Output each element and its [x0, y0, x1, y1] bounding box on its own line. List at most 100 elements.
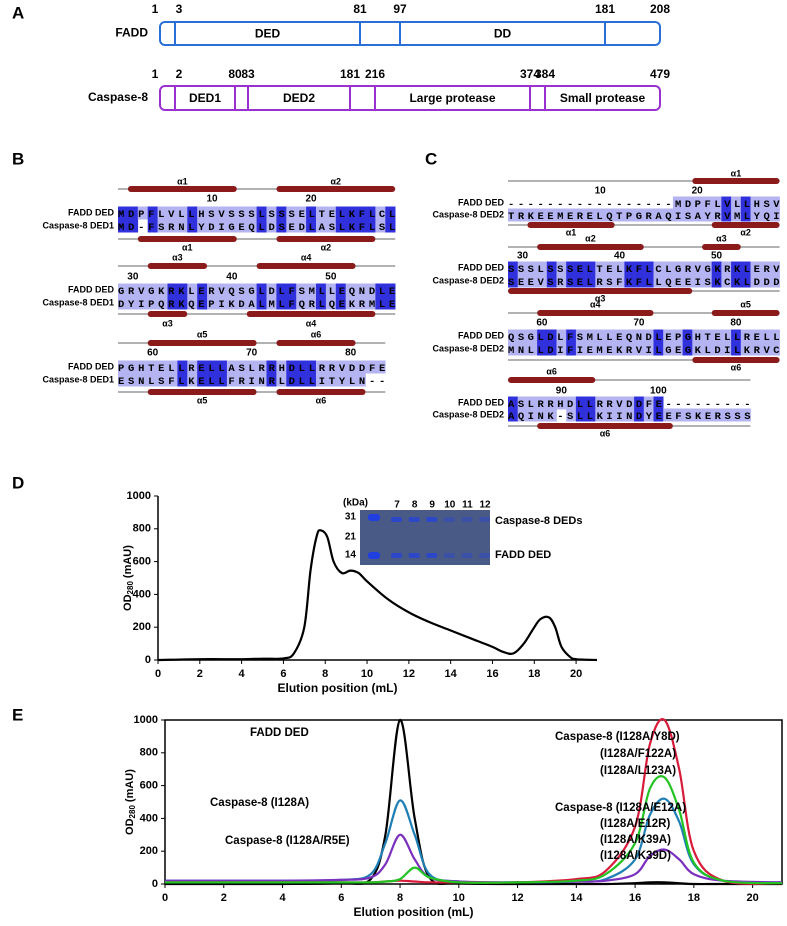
gel-band: [426, 553, 438, 558]
residue-cell: [276, 360, 287, 374]
residue-cell: [217, 206, 228, 220]
x-tick-label: 2: [197, 668, 203, 680]
residue-cell: [663, 329, 674, 343]
residue-cell: [187, 296, 198, 310]
residue-cell: [517, 408, 528, 422]
sequence-name: FADD DED: [458, 197, 505, 207]
gel-band: [461, 553, 473, 558]
residue-cell: [306, 373, 317, 387]
residue-cell: [692, 208, 703, 222]
residue-cell: [385, 283, 396, 297]
residue-cell: [118, 206, 129, 220]
residue-cell: [385, 296, 396, 310]
residue-cell: [508, 274, 518, 288]
residue-cell: [167, 219, 178, 233]
gel-marker: 14: [345, 550, 357, 561]
sequence-name: Caspase-8 DED1: [42, 297, 114, 307]
y-axis-label: OD280 (mAU): [124, 769, 137, 835]
gel-band: [408, 517, 420, 522]
residue-cell: [750, 274, 761, 288]
residue-cell: [127, 206, 139, 220]
residue-cell: [711, 196, 722, 210]
gel-band: [479, 553, 490, 558]
residue-cell: [197, 206, 208, 220]
residue-cell: [566, 274, 577, 288]
residue-cell: [692, 408, 703, 422]
x-tick-label: 6: [338, 892, 344, 904]
residue-cell: [585, 329, 596, 343]
residue-cell: [740, 342, 751, 356]
residue-cell: [177, 360, 188, 374]
residue-cell: [624, 329, 635, 343]
y-tick-label: 400: [140, 812, 158, 824]
series-label: (I128A/K39D): [600, 850, 671, 862]
x-tick-label: 6: [280, 668, 286, 680]
helix-bar: [256, 263, 356, 269]
residue-cell: [653, 329, 664, 343]
residue-cell: [177, 219, 188, 233]
residue-cell: [575, 329, 586, 343]
residue-cell: [355, 296, 366, 310]
residue-cell: [226, 296, 238, 310]
residue-cell: [575, 408, 586, 422]
residue-cell: [672, 208, 683, 222]
helix-bar: [508, 377, 596, 383]
panel-label: E: [12, 705, 23, 724]
domain-box: [159, 21, 661, 46]
residue-cell: [276, 373, 287, 387]
residue-cell: [527, 261, 538, 275]
residue-cell: [614, 329, 625, 343]
helix-bar: [537, 310, 654, 316]
residue-cell: [118, 296, 129, 310]
residue-cell: [345, 219, 356, 233]
sequence-name: Caspase-8 DED2: [432, 209, 504, 219]
residue-cell: [711, 261, 722, 275]
series-label: (I128A/E12R): [600, 818, 670, 830]
residue-cell: [566, 208, 577, 222]
residue-cell: [605, 274, 615, 288]
residue-cell: [711, 208, 722, 222]
residue-cell: [256, 296, 267, 310]
gel-lane: 8: [412, 500, 418, 511]
residue-number: 80: [228, 67, 242, 81]
helix-bar: [692, 357, 780, 363]
residue-cell: [325, 360, 337, 374]
residue-cell: [508, 396, 518, 410]
residue-cell: [157, 373, 168, 387]
residue-cell: [527, 274, 538, 288]
domain-label: DD: [494, 27, 512, 41]
gel-lane: 9: [429, 500, 435, 511]
sequence-name: FADD DED: [68, 284, 115, 294]
gel-band: [368, 552, 380, 559]
residue-cell: [345, 360, 356, 374]
residue-number: 10: [595, 186, 607, 197]
residue-cell: [385, 219, 396, 233]
residue-cell: [692, 196, 703, 210]
helix-label: α3: [716, 233, 727, 243]
residue-cell: [537, 396, 548, 410]
residue-cell: [365, 360, 376, 374]
residue-cell: [177, 373, 188, 387]
series-label: (I128A/F122A): [600, 748, 676, 760]
helix-label: α5: [740, 299, 751, 309]
residue-cell: [546, 342, 557, 356]
residue-cell: [711, 274, 722, 288]
residue-cell: [585, 342, 596, 356]
residue-cell: [527, 396, 538, 410]
residue-cell: [167, 283, 178, 297]
residue-cell: [750, 261, 761, 275]
residue-number: 83: [241, 67, 255, 81]
panel-label: C: [425, 149, 437, 168]
x-tick-label: 10: [453, 892, 465, 904]
residue-cell: [537, 208, 548, 222]
residue-cell: [566, 408, 577, 422]
x-tick-label: 16: [486, 668, 498, 680]
residue-cell: [731, 208, 742, 222]
residue-cell: [721, 261, 732, 275]
residue-cell: [147, 360, 158, 374]
residue-cell: [187, 219, 198, 233]
residue-cell: [316, 219, 327, 233]
residue-cell: [769, 274, 780, 288]
x-tick-label: 14: [570, 892, 583, 904]
residue-cell: [217, 296, 228, 310]
